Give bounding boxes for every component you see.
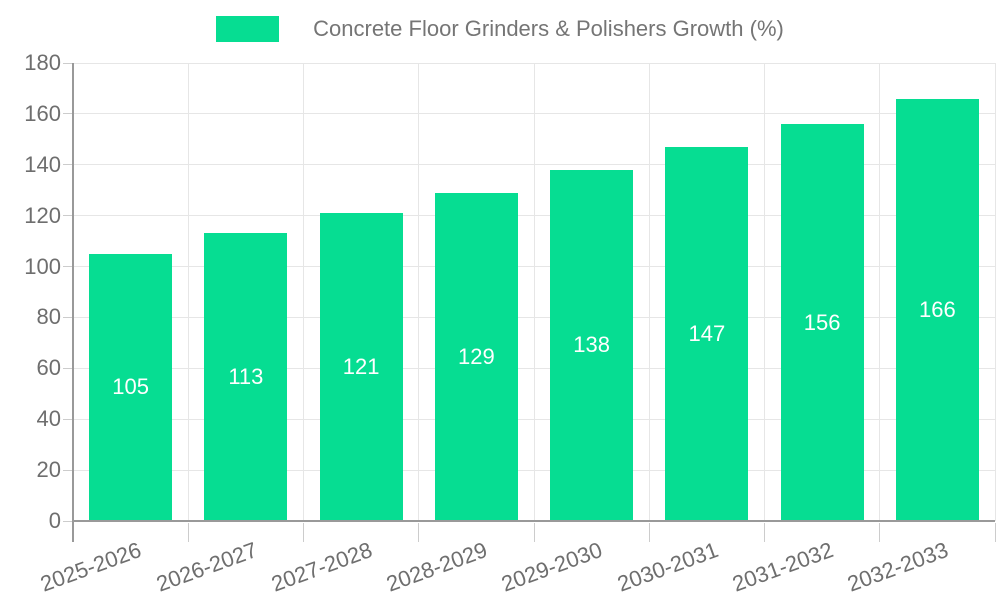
y-axis-tick [63,164,73,166]
x-axis-tick-label: 2025-2026 [37,537,145,597]
legend-label: Concrete Floor Grinders & Polishers Grow… [313,16,784,41]
bar: 138 [550,169,634,521]
y-axis-tick-label: 180 [24,50,61,75]
bar: 166 [895,98,979,521]
bar-value-label: 166 [919,296,956,322]
y-axis-tick-label: 20 [36,457,61,483]
x-axis-tick-label: 2026-2027 [152,537,261,597]
v-gridline [994,63,996,521]
y-axis-tick [63,266,73,268]
bar-value-label: 156 [803,309,841,335]
v-gridline [648,63,650,521]
y-axis-tick [63,418,73,420]
x-axis-tick-label: 2030-2031 [613,537,722,597]
bar-value-label: 147 [688,320,726,346]
x-axis-tick-label: 2027-2028 [267,537,376,597]
x-axis-tick [994,523,996,542]
y-axis-tick [63,520,73,522]
bar: 129 [434,192,518,521]
y-axis-tick [63,215,73,217]
v-gridline [879,63,881,521]
legend-swatch [216,16,280,42]
bar: 105 [89,253,173,521]
x-axis-tick [418,523,420,542]
x-axis-tick [764,523,765,542]
y-axis-tick-label: 80 [36,304,61,330]
bar: 113 [204,233,288,521]
x-axis-tick [879,523,881,542]
bar-value-label: 129 [458,343,495,369]
v-gridline [303,63,304,521]
y-axis-tick-label: 40 [36,406,61,432]
bar-value-label: 113 [228,364,264,390]
v-gridline [764,63,765,521]
x-axis-tick [303,523,304,542]
y-axis-tick-label: 120 [24,202,61,228]
y-axis-tick [63,469,73,471]
y-axis-tick [63,316,73,318]
x-axis-tick [187,523,189,542]
y-axis-line [72,63,74,542]
y-axis-tick-label: 100 [24,253,61,279]
bar-value-label: 105 [112,374,149,400]
bar: 156 [780,124,864,521]
x-axis-tick [648,523,650,542]
bar-value-label: 138 [573,332,610,358]
x-axis-line [73,520,995,522]
legend-item[interactable]: Concrete Floor Grinders & Polishers Grow… [0,16,1000,42]
bar: 147 [665,146,749,521]
x-axis-tick-label: 2028-2029 [383,537,491,597]
y-axis-tick [63,62,73,64]
x-axis-tick-label: 2031-2032 [728,537,837,597]
y-axis-tick-label: 160 [24,100,61,126]
v-gridline [187,63,189,521]
x-axis-tick [533,523,535,542]
y-axis-tick-label: 60 [36,355,61,381]
y-axis-tick-label: 0 [48,508,61,533]
y-axis-tick-label: 140 [24,151,61,177]
x-axis-tick-label: 2029-2030 [498,537,606,597]
y-axis-tick [63,367,73,369]
bar-value-label: 121 [342,354,380,380]
x-axis-tick-label: 2032-2033 [844,537,952,597]
y-axis-tick [63,113,73,115]
v-gridline [418,63,420,521]
bar: 121 [319,213,403,521]
v-gridline [533,63,535,521]
